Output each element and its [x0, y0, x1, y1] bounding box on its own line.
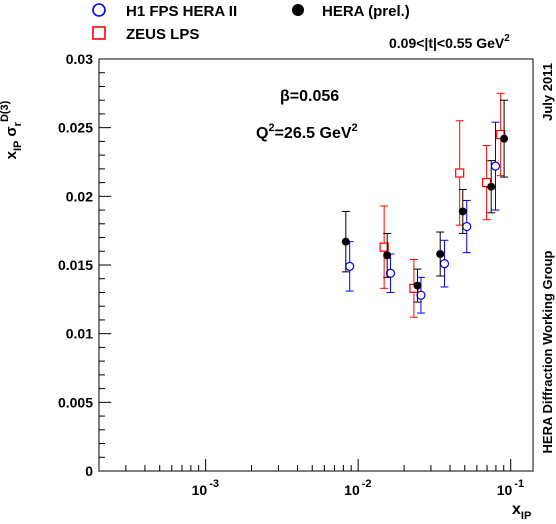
- data-point: [385, 268, 396, 278]
- y-title-sigma: σ: [3, 126, 20, 136]
- series-filled-circle: [341, 99, 509, 303]
- x-tick-exponent: -3: [209, 478, 219, 490]
- data-point: [500, 134, 509, 143]
- legend-label-h1: H1 FPS HERA II: [126, 3, 237, 20]
- series-open-circle: [345, 121, 501, 314]
- y-title-x-sub: IP: [12, 141, 24, 151]
- group-label: HERA Diffraction Working Group: [540, 250, 555, 453]
- legend-marker-hera: [292, 4, 304, 16]
- x-axis: 10 -3 10 -2 10 -1: [98, 459, 524, 498]
- data-point: [439, 259, 450, 269]
- data-point: [413, 281, 422, 290]
- data-point: [462, 221, 472, 232]
- data-points: [341, 92, 509, 318]
- data-point: [383, 251, 392, 260]
- data-point: [490, 161, 501, 171]
- beta-annotation: β=0.056: [280, 88, 339, 105]
- y-axis: 0 0.005 0.01 0.015 0.02 0.025 0.03: [58, 51, 111, 479]
- data-point: [416, 290, 426, 300]
- data-point: [436, 250, 445, 259]
- legend: H1 FPS HERA II ZEUS LPS HERA (prel.): [92, 3, 410, 43]
- y-tick-label: 0.03: [66, 51, 93, 67]
- legend-label-hera: HERA (prel.): [322, 3, 410, 20]
- date-label: July 2011: [540, 63, 555, 121]
- y-tick-label: 0.005: [58, 394, 93, 410]
- y-title-sigma-sub: r: [12, 121, 24, 126]
- y-title-sup: D(3): [0, 100, 11, 122]
- x-tick-base: 10: [497, 482, 513, 498]
- data-point: [487, 182, 496, 191]
- y-tick-label: 0.02: [66, 188, 93, 204]
- q2-annotation: Q2=26.5 GeV2: [256, 122, 358, 142]
- data-point: [379, 242, 389, 252]
- y-tick-label: 0.01: [66, 326, 93, 342]
- t-range-sup: 2: [504, 33, 510, 44]
- x-tick-label: 10 -1: [497, 478, 524, 498]
- x-tick-label: 10 -3: [192, 478, 219, 498]
- y-axis-title: xIP σrD(3): [0, 100, 24, 159]
- x-tick-base: 10: [344, 482, 360, 498]
- data-point: [345, 261, 355, 271]
- t-range-label: 0.09<|t|<0.55 GeV2: [389, 33, 510, 51]
- x-tick-exponent: -1: [514, 478, 524, 490]
- q2-value: =26.5 GeV: [275, 125, 352, 142]
- q2-sup: 2: [268, 122, 274, 134]
- legend-marker-h1: [92, 3, 106, 17]
- x-title-main: x: [512, 501, 521, 518]
- y-tick-label: 0: [85, 463, 93, 479]
- data-point: [455, 168, 465, 178]
- legend-label-zeus: ZEUS LPS: [126, 26, 199, 43]
- data-point: [341, 237, 350, 246]
- t-range-text: 0.09<|t|<0.55 GeV: [389, 35, 505, 51]
- q2-unit-sup: 2: [352, 122, 358, 134]
- plot-frame: [98, 58, 534, 472]
- x-axis-title: xIP: [512, 501, 531, 522]
- y-tick-label: 0.015: [58, 257, 93, 273]
- y-tick-label: 0.025: [58, 120, 93, 136]
- data-point: [458, 207, 467, 216]
- y-title-x: x: [3, 150, 20, 159]
- x-tick-exponent: -2: [362, 478, 372, 490]
- q2-main: Q: [256, 125, 268, 142]
- x-tick-base: 10: [192, 482, 208, 498]
- series-open-square: [379, 92, 506, 318]
- x-tick-label: 10 -2: [344, 478, 371, 498]
- x-title-sub: IP: [521, 510, 531, 522]
- data-point: [482, 178, 492, 188]
- legend-marker-zeus: [92, 26, 106, 40]
